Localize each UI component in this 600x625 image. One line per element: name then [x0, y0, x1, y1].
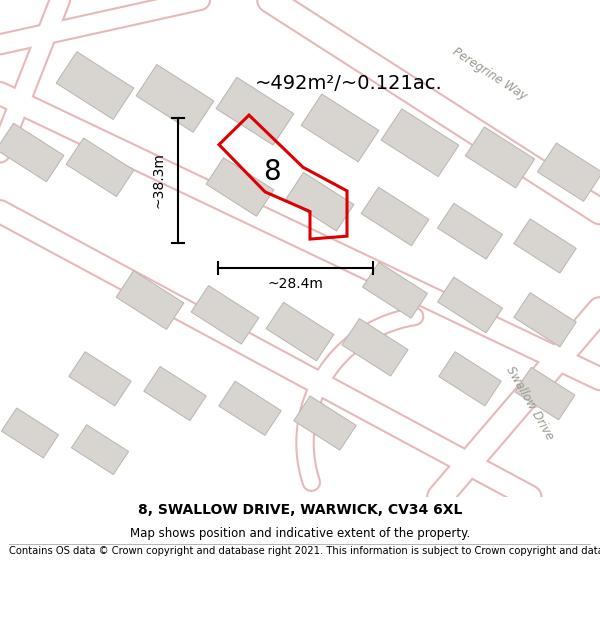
- Polygon shape: [437, 277, 502, 333]
- Polygon shape: [219, 381, 281, 436]
- Polygon shape: [191, 286, 259, 344]
- Polygon shape: [515, 368, 575, 420]
- Polygon shape: [0, 123, 64, 182]
- Polygon shape: [116, 271, 184, 329]
- Text: Swallow Drive: Swallow Drive: [503, 364, 556, 442]
- Polygon shape: [437, 203, 502, 259]
- Polygon shape: [342, 319, 408, 376]
- Polygon shape: [286, 173, 354, 231]
- Polygon shape: [66, 138, 134, 196]
- Polygon shape: [71, 425, 128, 474]
- Polygon shape: [514, 292, 576, 347]
- Polygon shape: [266, 302, 334, 361]
- Text: ~492m²/~0.121ac.: ~492m²/~0.121ac.: [255, 74, 443, 93]
- Polygon shape: [69, 352, 131, 406]
- Polygon shape: [538, 143, 600, 201]
- Polygon shape: [1, 408, 59, 458]
- Text: Contains OS data © Crown copyright and database right 2021. This information is : Contains OS data © Crown copyright and d…: [9, 546, 600, 556]
- Text: Peregrine Way: Peregrine Way: [451, 45, 530, 102]
- Polygon shape: [206, 158, 274, 216]
- Text: Map shows position and indicative extent of the property.: Map shows position and indicative extent…: [130, 527, 470, 540]
- Polygon shape: [439, 352, 501, 406]
- Text: ~28.4m: ~28.4m: [268, 278, 323, 291]
- Polygon shape: [381, 109, 459, 177]
- Polygon shape: [361, 187, 429, 246]
- Polygon shape: [301, 94, 379, 162]
- Polygon shape: [294, 396, 356, 450]
- Text: ~38.3m: ~38.3m: [151, 152, 165, 209]
- Polygon shape: [466, 127, 535, 188]
- Polygon shape: [144, 366, 206, 421]
- Polygon shape: [216, 78, 294, 145]
- Polygon shape: [56, 52, 134, 119]
- Text: 8: 8: [263, 158, 281, 186]
- Polygon shape: [514, 219, 576, 273]
- Text: 8, SWALLOW DRIVE, WARWICK, CV34 6XL: 8, SWALLOW DRIVE, WARWICK, CV34 6XL: [138, 503, 462, 517]
- Polygon shape: [362, 262, 427, 318]
- Polygon shape: [136, 64, 214, 132]
